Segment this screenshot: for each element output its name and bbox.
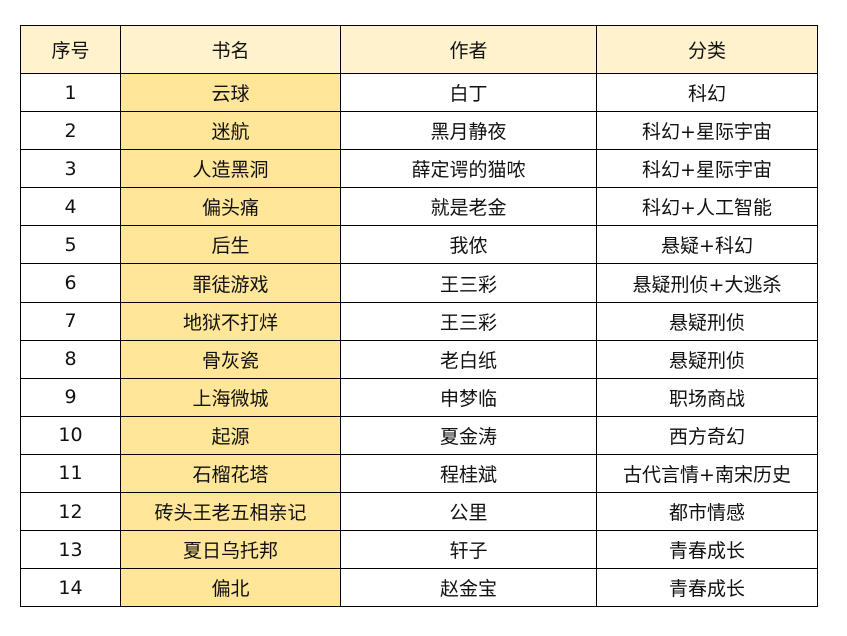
cell-index: 7 — [20, 301, 121, 341]
cell-category: 古代言情+南宋历史 — [596, 453, 818, 494]
cell-author: 我侬 — [340, 225, 597, 265]
table-row: 9 上海微城 申梦临 职场商战 — [20, 377, 818, 417]
header-index: 序号 — [20, 25, 121, 74]
cell-category: 科幻+星际宇宙 — [596, 149, 818, 189]
cell-category: 职场商战 — [596, 377, 818, 417]
table-row: 6 罪徒游戏 王三彩 悬疑刑侦+大逃杀 — [20, 263, 818, 303]
header-row: 序号 书名 作者 分类 — [20, 25, 818, 74]
cell-title: 砖头王老五相亲记 — [120, 492, 341, 532]
cell-author: 程桂斌 — [340, 453, 597, 494]
cell-author: 公里 — [340, 492, 597, 532]
cell-author: 申梦临 — [340, 377, 597, 417]
cell-author: 王三彩 — [340, 263, 597, 303]
table-row: 10 起源 夏金涛 西方奇幻 — [20, 415, 818, 455]
table-row: 2 迷航 黑月静夜 科幻+星际宇宙 — [20, 111, 818, 151]
table-row: 11 石榴花塔 程桂斌 古代言情+南宋历史 — [20, 453, 818, 494]
cell-category: 悬疑刑侦+大逃杀 — [596, 263, 818, 303]
header-title: 书名 — [120, 25, 341, 74]
cell-title: 人造黑洞 — [120, 149, 341, 189]
header-author: 作者 — [340, 25, 597, 74]
table-row: 5 后生 我侬 悬疑+科幻 — [20, 225, 818, 265]
cell-category: 悬疑+科幻 — [596, 225, 818, 265]
cell-index: 4 — [20, 187, 121, 227]
table-row: 8 骨灰瓷 老白纸 悬疑刑侦 — [20, 339, 818, 379]
cell-title: 石榴花塔 — [120, 453, 341, 494]
cell-title: 迷航 — [120, 111, 341, 151]
cell-title: 骨灰瓷 — [120, 339, 341, 379]
cell-category: 科幻+人工智能 — [596, 187, 818, 227]
table-row: 13 夏日乌托邦 轩子 青春成长 — [20, 530, 818, 570]
table-row: 12 砖头王老五相亲记 公里 都市情感 — [20, 492, 818, 532]
table-row: 14 偏北 赵金宝 青春成长 — [20, 568, 818, 608]
cell-title: 后生 — [120, 225, 341, 265]
cell-author: 薛定谔的猫哝 — [340, 149, 597, 189]
cell-author: 黑月静夜 — [340, 111, 597, 151]
cell-index: 1 — [20, 72, 121, 113]
cell-title: 夏日乌托邦 — [120, 530, 341, 570]
cell-author: 轩子 — [340, 530, 597, 570]
cell-index: 2 — [20, 111, 121, 151]
cell-category: 青春成长 — [596, 568, 818, 608]
table-row: 3 人造黑洞 薛定谔的猫哝 科幻+星际宇宙 — [20, 149, 818, 189]
cell-title: 罪徒游戏 — [120, 263, 341, 303]
cell-index: 14 — [20, 568, 121, 608]
cell-title: 起源 — [120, 415, 341, 455]
cell-title: 地狱不打烊 — [120, 301, 341, 341]
cell-category: 科幻 — [596, 72, 818, 113]
cell-author: 夏金涛 — [340, 415, 597, 455]
cell-index: 6 — [20, 263, 121, 303]
cell-category: 科幻+星际宇宙 — [596, 111, 818, 151]
cell-index: 9 — [20, 377, 121, 417]
cell-title: 偏北 — [120, 568, 341, 608]
table-row: 4 偏头痛 就是老金 科幻+人工智能 — [20, 187, 818, 227]
cell-category: 西方奇幻 — [596, 415, 818, 455]
cell-author: 赵金宝 — [340, 568, 597, 608]
cell-category: 悬疑刑侦 — [596, 301, 818, 341]
header-category: 分类 — [596, 25, 818, 74]
cell-category: 都市情感 — [596, 492, 818, 532]
cell-index: 8 — [20, 339, 121, 379]
cell-index: 5 — [20, 225, 121, 265]
cell-title: 上海微城 — [120, 377, 341, 417]
cell-author: 老白纸 — [340, 339, 597, 379]
cell-title: 云球 — [120, 72, 341, 113]
cell-index: 13 — [20, 530, 121, 570]
cell-author: 王三彩 — [340, 301, 597, 341]
cell-index: 3 — [20, 149, 121, 189]
cell-index: 11 — [20, 453, 121, 494]
cell-author: 白丁 — [340, 72, 597, 113]
cell-category: 悬疑刑侦 — [596, 339, 818, 379]
cell-author: 就是老金 — [340, 187, 597, 227]
cell-category: 青春成长 — [596, 530, 818, 570]
table-row: 7 地狱不打烊 王三彩 悬疑刑侦 — [20, 301, 818, 341]
cell-index: 10 — [20, 415, 121, 455]
cell-title: 偏头痛 — [120, 187, 341, 227]
book-table: 序号 书名 作者 分类 1 云球 白丁 科幻 2 迷航 黑月静夜 科幻+星际宇宙 3 人造黑洞 薛定… — [20, 25, 818, 608]
table-row: 1 云球 白丁 科幻 — [20, 72, 818, 113]
cell-index: 12 — [20, 492, 121, 532]
